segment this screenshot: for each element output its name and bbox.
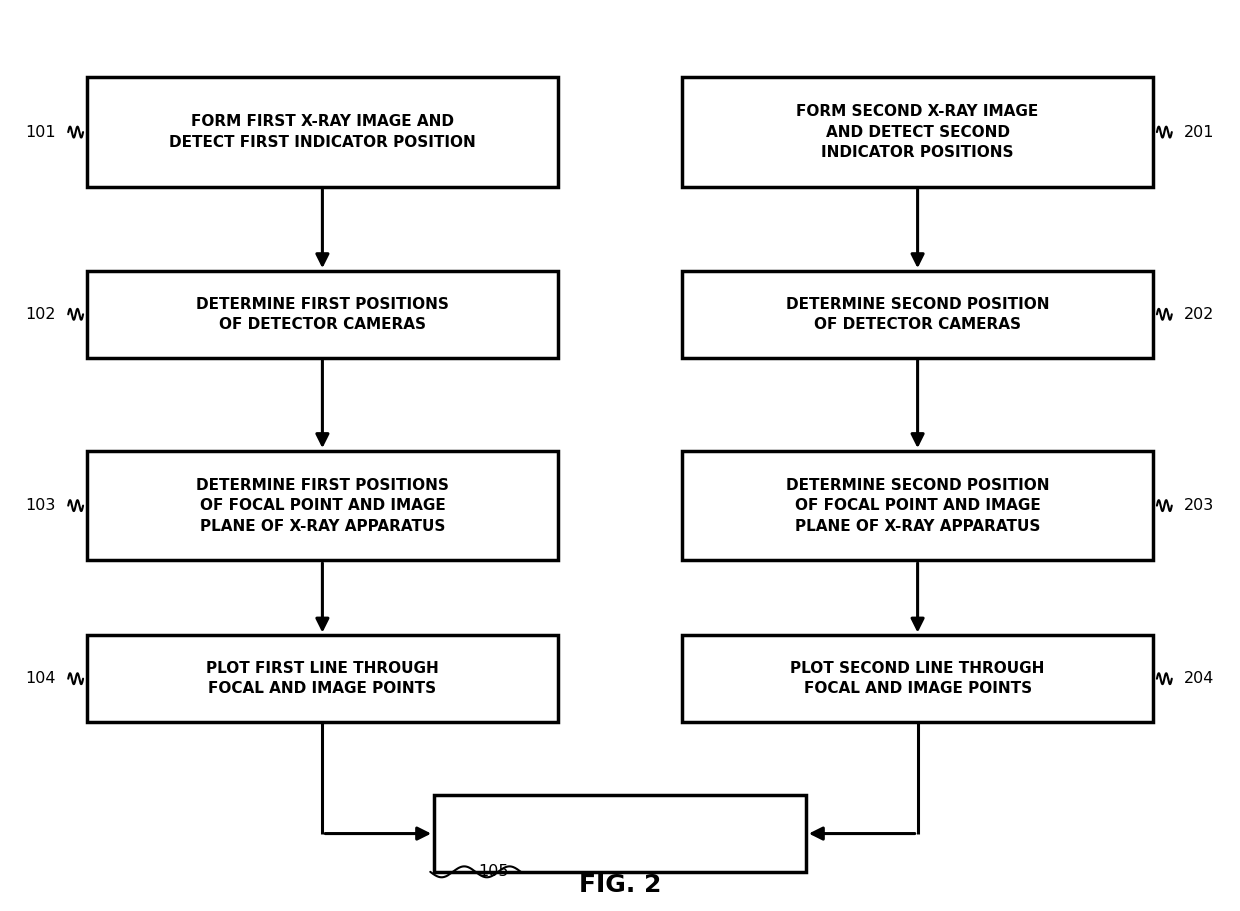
Text: FORM FIRST X-RAY IMAGE AND
DETECT FIRST INDICATOR POSITION: FORM FIRST X-RAY IMAGE AND DETECT FIRST … — [169, 115, 476, 149]
Text: PLOT FIRST LINE THROUGH
FOCAL AND IMAGE POINTS: PLOT FIRST LINE THROUGH FOCAL AND IMAGE … — [206, 661, 439, 696]
Text: DETERMINE FIRST POSITIONS
OF FOCAL POINT AND IMAGE
PLANE OF X-RAY APPARATUS: DETERMINE FIRST POSITIONS OF FOCAL POINT… — [196, 477, 449, 534]
Bar — [434, 794, 806, 873]
Text: 102: 102 — [25, 307, 56, 322]
Bar — [87, 451, 558, 560]
Text: 101: 101 — [25, 125, 56, 139]
Text: DETERMINE SECOND POSITION
OF FOCAL POINT AND IMAGE
PLANE OF X-RAY APPARATUS: DETERMINE SECOND POSITION OF FOCAL POINT… — [786, 477, 1049, 534]
Text: PLOT SECOND LINE THROUGH
FOCAL AND IMAGE POINTS: PLOT SECOND LINE THROUGH FOCAL AND IMAGE… — [790, 661, 1045, 696]
Bar — [682, 636, 1153, 722]
Bar — [682, 451, 1153, 560]
Text: FIG. 2: FIG. 2 — [579, 874, 661, 897]
Bar — [682, 77, 1153, 187]
Text: DETERMINE SECOND POSITION
OF DETECTOR CAMERAS: DETERMINE SECOND POSITION OF DETECTOR CA… — [786, 297, 1049, 332]
Text: 204: 204 — [1184, 671, 1214, 686]
Text: 104: 104 — [25, 671, 56, 686]
Text: 203: 203 — [1184, 498, 1214, 513]
Text: DETERMINE FIRST POSITIONS
OF DETECTOR CAMERAS: DETERMINE FIRST POSITIONS OF DETECTOR CA… — [196, 297, 449, 332]
Bar — [87, 77, 558, 187]
Text: 201: 201 — [1184, 125, 1215, 139]
Text: 103: 103 — [26, 498, 56, 513]
Bar — [87, 636, 558, 722]
Text: FORM SECOND X-RAY IMAGE
AND DETECT SECOND
INDICATOR POSITIONS: FORM SECOND X-RAY IMAGE AND DETECT SECON… — [796, 104, 1039, 160]
Text: 105: 105 — [477, 865, 508, 879]
Text: 202: 202 — [1184, 307, 1214, 322]
Bar — [682, 271, 1153, 357]
Bar — [87, 271, 558, 357]
